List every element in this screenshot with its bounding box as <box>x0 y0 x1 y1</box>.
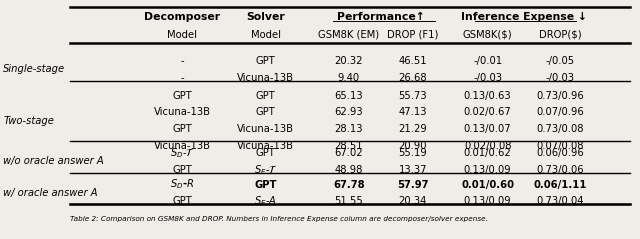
Text: Single-stage: Single-stage <box>3 64 65 74</box>
Text: 0.13/0.09: 0.13/0.09 <box>464 196 511 206</box>
Text: 20.32: 20.32 <box>335 56 363 66</box>
Text: GPT: GPT <box>256 91 275 101</box>
Text: Model: Model <box>168 30 197 40</box>
Text: GSM8K($): GSM8K($) <box>463 30 513 40</box>
Text: Vicuna-13B: Vicuna-13B <box>154 107 211 117</box>
Text: DROP($): DROP($) <box>539 30 581 40</box>
Text: GPT: GPT <box>254 179 277 190</box>
Text: 0.73/0.06: 0.73/0.06 <box>536 165 584 175</box>
Text: GPT: GPT <box>256 148 275 158</box>
Text: 0.13/0.09: 0.13/0.09 <box>464 165 511 175</box>
Text: 20.34: 20.34 <box>399 196 427 206</box>
Text: Vicuna-13B: Vicuna-13B <box>237 73 294 83</box>
Text: Vicuna-13B: Vicuna-13B <box>237 141 294 151</box>
Text: 55.73: 55.73 <box>399 91 427 101</box>
Text: GSM8K (EM): GSM8K (EM) <box>318 30 380 40</box>
Text: Solver: Solver <box>246 12 285 22</box>
Text: 28.51: 28.51 <box>335 141 363 151</box>
Text: Performance↑: Performance↑ <box>337 12 425 22</box>
Text: 48.98: 48.98 <box>335 165 363 175</box>
Text: 0.01/0.62: 0.01/0.62 <box>464 148 511 158</box>
Text: $\mathit{S}_E$-$A$: $\mathit{S}_E$-$A$ <box>254 194 277 208</box>
Text: Table 2: Comparison on GSM8K and DROP. Numbers in Inference Expense column are d: Table 2: Comparison on GSM8K and DROP. N… <box>70 216 488 222</box>
Text: $\mathit{S}_E$-$\mathcal{T}$: $\mathit{S}_E$-$\mathcal{T}$ <box>253 163 278 177</box>
Text: 0.13/0.07: 0.13/0.07 <box>464 124 511 134</box>
Text: Vicuna-13B: Vicuna-13B <box>154 141 211 151</box>
Text: 57.97: 57.97 <box>397 179 429 190</box>
Text: 28.13: 28.13 <box>335 124 363 134</box>
Text: w/o oracle answer A: w/o oracle answer A <box>3 156 104 166</box>
Text: GPT: GPT <box>173 91 192 101</box>
Text: 9.40: 9.40 <box>338 73 360 83</box>
Text: 0.13/0.63: 0.13/0.63 <box>464 91 511 101</box>
Text: 0.73/0.96: 0.73/0.96 <box>536 91 584 101</box>
Text: -/0.05: -/0.05 <box>545 56 575 66</box>
Text: Vicuna-13B: Vicuna-13B <box>237 124 294 134</box>
Text: 20.90: 20.90 <box>399 141 427 151</box>
Text: -/0.03: -/0.03 <box>473 73 502 83</box>
Text: -: - <box>180 73 184 83</box>
Text: 13.37: 13.37 <box>399 165 427 175</box>
Text: 51.55: 51.55 <box>335 196 363 206</box>
Text: GPT: GPT <box>173 124 192 134</box>
Text: -/0.01: -/0.01 <box>473 56 502 66</box>
Text: 47.13: 47.13 <box>399 107 427 117</box>
Text: Model: Model <box>251 30 280 40</box>
Text: 0.02/0.67: 0.02/0.67 <box>464 107 511 117</box>
Text: 67.78: 67.78 <box>333 179 365 190</box>
Text: Two-stage: Two-stage <box>3 116 54 126</box>
Text: -: - <box>180 56 184 66</box>
Text: -/0.03: -/0.03 <box>545 73 575 83</box>
Text: GPT: GPT <box>256 56 275 66</box>
Text: 62.93: 62.93 <box>335 107 363 117</box>
Text: 21.29: 21.29 <box>399 124 427 134</box>
Text: w/ oracle answer A: w/ oracle answer A <box>3 188 98 198</box>
Text: 26.68: 26.68 <box>399 73 427 83</box>
Text: $\mathit{S}_D$-$R$: $\mathit{S}_D$-$R$ <box>170 178 195 191</box>
Text: GPT: GPT <box>173 196 192 206</box>
Text: Decomposer: Decomposer <box>145 12 220 22</box>
Text: 0.02/0.08: 0.02/0.08 <box>464 141 511 151</box>
Text: 0.06/0.96: 0.06/0.96 <box>536 148 584 158</box>
Text: 0.06/1.11: 0.06/1.11 <box>533 179 587 190</box>
Text: 55.19: 55.19 <box>399 148 427 158</box>
Text: 46.51: 46.51 <box>399 56 427 66</box>
Text: GPT: GPT <box>256 107 275 117</box>
Text: GPT: GPT <box>173 165 192 175</box>
Text: $\mathit{S}_D$-$\mathcal{T}$: $\mathit{S}_D$-$\mathcal{T}$ <box>170 146 195 160</box>
Text: 65.13: 65.13 <box>335 91 363 101</box>
Text: 0.07/0.96: 0.07/0.96 <box>536 107 584 117</box>
Text: 0.07/0.08: 0.07/0.08 <box>536 141 584 151</box>
Text: 0.73/0.04: 0.73/0.04 <box>536 196 584 206</box>
Text: DROP (F1): DROP (F1) <box>387 30 438 40</box>
Text: 0.73/0.08: 0.73/0.08 <box>536 124 584 134</box>
Text: 67.02: 67.02 <box>335 148 363 158</box>
Text: Inference Expense ↓: Inference Expense ↓ <box>461 12 587 22</box>
Text: 0.01/0.60: 0.01/0.60 <box>461 179 514 190</box>
